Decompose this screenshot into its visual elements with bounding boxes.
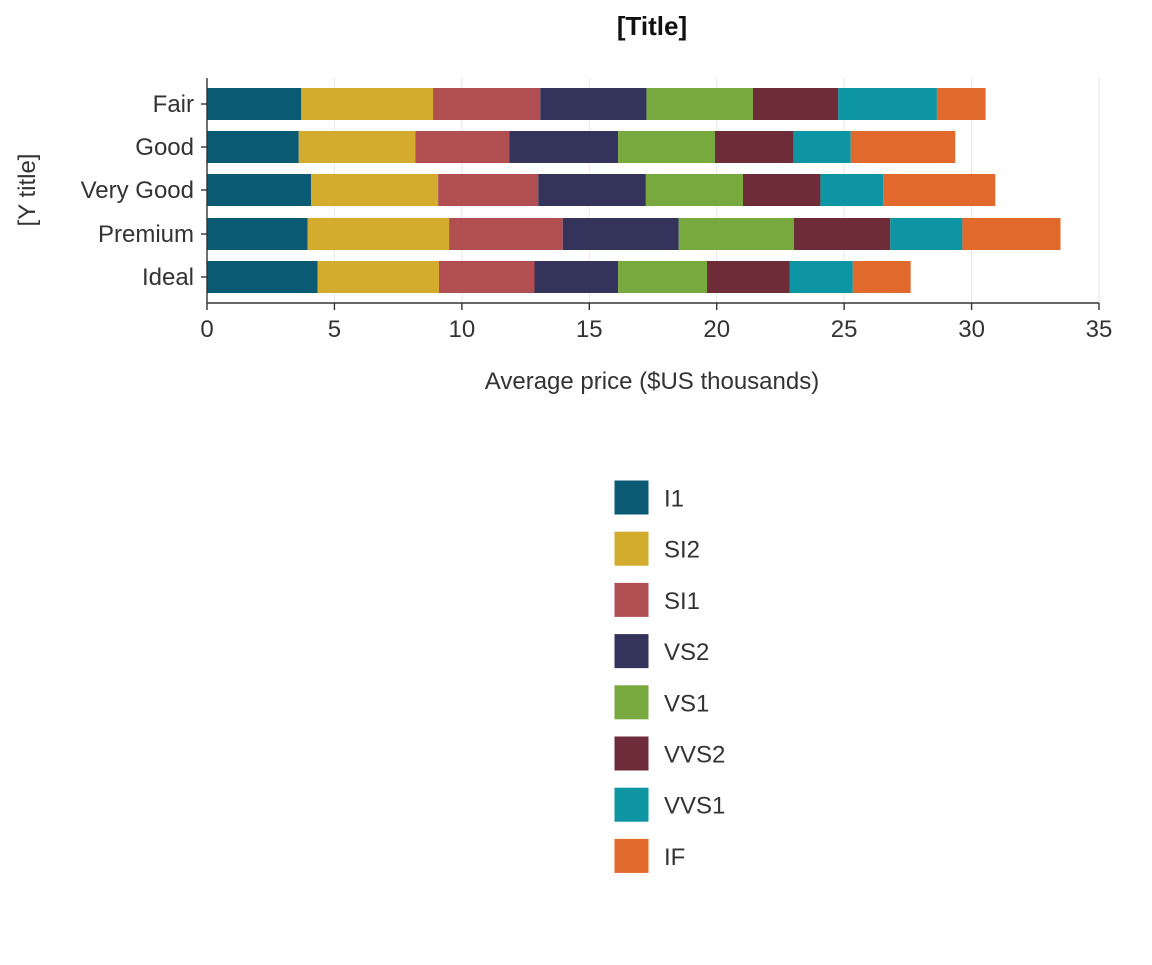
legend-label: SI1 bbox=[664, 588, 700, 615]
bar-segment bbox=[538, 174, 646, 206]
bar-segment bbox=[509, 131, 619, 163]
legend: I1 SI2 SI1 VS2 VS1 VVS2 VVS1 IF bbox=[613, 479, 725, 874]
x-tick-label: 30 bbox=[958, 316, 985, 343]
legend-item: SI1 bbox=[613, 581, 700, 618]
legend-swatch bbox=[613, 479, 650, 516]
bar-segment bbox=[852, 261, 911, 293]
legend-item: VS1 bbox=[613, 684, 709, 721]
bar-segment bbox=[936, 88, 986, 120]
bar-segment bbox=[438, 261, 535, 293]
bar-segment bbox=[207, 261, 318, 293]
bar-segment bbox=[534, 261, 619, 293]
y-tick-label: Very Good bbox=[81, 177, 194, 204]
legend-swatch bbox=[613, 837, 650, 874]
legend-label: VS1 bbox=[664, 690, 709, 717]
bar-segment bbox=[645, 174, 743, 206]
legend-item: VVS2 bbox=[613, 735, 725, 772]
bar-segment bbox=[301, 88, 434, 120]
x-tick-label: 20 bbox=[703, 316, 730, 343]
bar-segment bbox=[962, 218, 1061, 250]
bar-segment bbox=[207, 88, 302, 120]
x-tick-label: 5 bbox=[328, 316, 341, 343]
legend-item: SI2 bbox=[613, 530, 700, 567]
bar-segment bbox=[618, 131, 715, 163]
x-tick-label: 0 bbox=[200, 316, 213, 343]
bar-segment bbox=[820, 174, 884, 206]
legend-label: VVS1 bbox=[664, 793, 725, 820]
bar-segment bbox=[438, 174, 539, 206]
legend-item: IF bbox=[613, 837, 685, 874]
bar-segment bbox=[433, 88, 541, 120]
y-tick-label: Ideal bbox=[142, 264, 194, 291]
bar-segment bbox=[793, 218, 891, 250]
bar-segment bbox=[317, 261, 439, 293]
legend-item: VS2 bbox=[613, 633, 709, 670]
y-axis-title: [Y title] bbox=[14, 154, 41, 227]
bar-segment bbox=[415, 131, 510, 163]
bars bbox=[207, 88, 1061, 293]
legend-swatch bbox=[613, 633, 650, 670]
bar-segment bbox=[449, 218, 563, 250]
legend-swatch bbox=[613, 684, 650, 721]
legend-label: I1 bbox=[664, 486, 684, 513]
bar-segment bbox=[307, 218, 450, 250]
y-tick-label: Good bbox=[135, 134, 194, 161]
y-tick-label: Fair bbox=[153, 91, 194, 118]
bar-segment bbox=[646, 88, 753, 120]
legend-swatch bbox=[613, 786, 650, 823]
bar-segment bbox=[310, 174, 439, 206]
bar-segment bbox=[678, 218, 794, 250]
chart-title: [Title] bbox=[617, 11, 687, 41]
y-tick-label: Premium bbox=[98, 221, 194, 248]
bar-segment bbox=[298, 131, 416, 163]
bar-segment bbox=[714, 131, 794, 163]
bar-segment bbox=[562, 218, 679, 250]
bar-segment bbox=[540, 88, 647, 120]
legend-swatch bbox=[613, 530, 650, 567]
bar-segment bbox=[789, 261, 853, 293]
legend-label: IF bbox=[664, 844, 685, 871]
legend-swatch bbox=[613, 581, 650, 618]
x-tick-label: 25 bbox=[831, 316, 858, 343]
x-tick-label: 35 bbox=[1086, 316, 1113, 343]
bar-segment bbox=[890, 218, 963, 250]
bar-segment bbox=[707, 261, 790, 293]
legend-item: VVS1 bbox=[613, 786, 725, 823]
legend-item: I1 bbox=[613, 479, 684, 516]
legend-swatch bbox=[613, 735, 650, 772]
bar-segment bbox=[207, 218, 308, 250]
bar-segment bbox=[618, 261, 708, 293]
legend-label: VVS2 bbox=[664, 742, 725, 769]
bar-segment bbox=[752, 88, 839, 120]
bar-segment bbox=[742, 174, 821, 206]
x-tick-label: 10 bbox=[449, 316, 476, 343]
x-axis-title: Average price ($US thousands) bbox=[485, 368, 819, 395]
bar-segment bbox=[883, 174, 996, 206]
bar-segment bbox=[207, 131, 299, 163]
bar-segment bbox=[793, 131, 851, 163]
legend-label: VS2 bbox=[664, 639, 709, 666]
legend-label: SI2 bbox=[664, 537, 700, 564]
axes: 0 5 10 15 20 25 30 35 Fair Good Very Good Premium Id… bbox=[81, 78, 1113, 343]
bar-segment bbox=[838, 88, 937, 120]
bar-segment bbox=[850, 131, 956, 163]
bar-segment bbox=[207, 174, 311, 206]
x-tick-label: 15 bbox=[576, 316, 603, 343]
